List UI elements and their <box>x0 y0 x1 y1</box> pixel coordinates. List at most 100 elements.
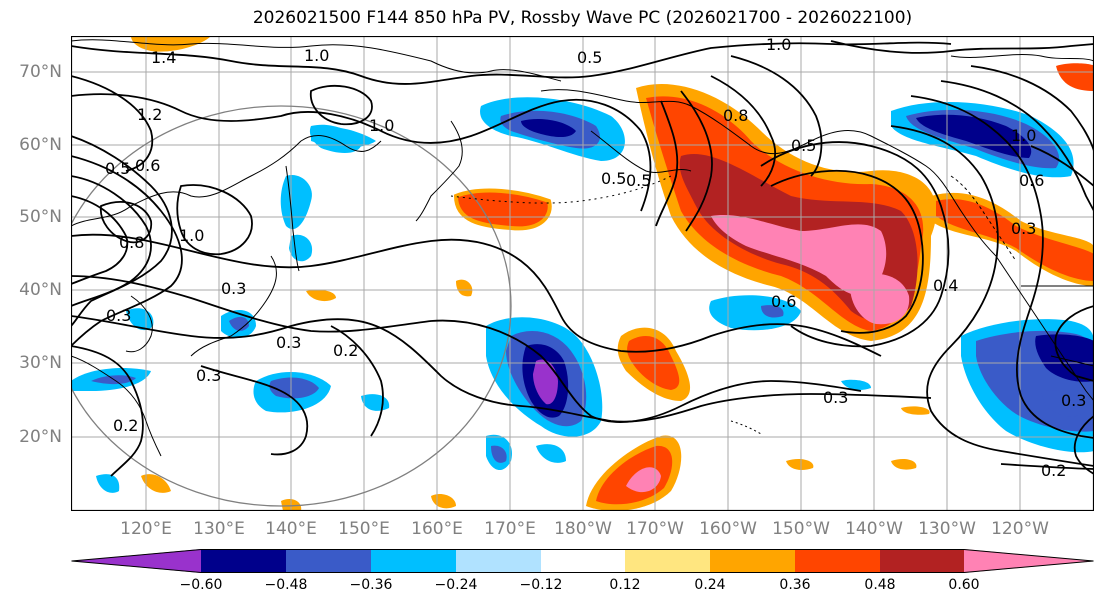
contour-13 <box>200 365 309 456</box>
negative-anomaly-mid-pacific-max <box>533 359 558 405</box>
positive-anomaly-bering-edge <box>453 188 552 231</box>
negative-anomaly-tropical-small <box>536 444 566 463</box>
lon-label-130w: 130°W <box>918 519 976 539</box>
range-circle <box>71 105 512 507</box>
lat-label-20n: 20°N <box>19 427 62 447</box>
coast-sakhalin <box>285 165 300 272</box>
contour-label: 0.5 <box>626 171 651 190</box>
contour-1 <box>71 41 952 85</box>
contour-12 <box>71 345 144 477</box>
contour-4 <box>71 155 183 347</box>
contour-29 <box>1000 463 1094 470</box>
contour-label: 0.5 <box>601 169 626 188</box>
contour-18 <box>730 55 823 177</box>
contour-31 <box>71 75 154 172</box>
lon-label-130e: 130°E <box>193 519 245 539</box>
contour-label: 1.2 <box>137 105 162 124</box>
positive-anomaly-small-e <box>891 458 917 470</box>
contour-6 <box>71 195 129 285</box>
positive-anomaly-east-pacific-max <box>850 273 910 325</box>
colorbar-swatch <box>710 549 795 573</box>
contour-label: 1.0 <box>766 36 791 54</box>
negative-anomaly-small-e <box>843 379 861 387</box>
contour-label: 0.3 <box>276 333 301 352</box>
contour-label: 0.2 <box>113 416 138 435</box>
coast-alaska <box>540 89 997 257</box>
coast-canada-north <box>950 54 1094 62</box>
contour-label: 0.5 <box>577 48 602 67</box>
pv-shading <box>71 36 1094 511</box>
contour-3 <box>71 135 173 327</box>
colorbar-swatch <box>371 549 456 573</box>
positive-anomaly-east-sea <box>306 289 336 302</box>
lon-label-170w: 170°W <box>626 519 684 539</box>
lat-label-30n: 30°N <box>19 353 62 373</box>
lon-label-150w: 150°W <box>772 519 830 539</box>
contour-25 <box>830 40 1094 54</box>
lon-label-120w: 120°W <box>991 519 1049 539</box>
contour-label: 0.5 <box>105 159 130 178</box>
contour-label: 0.4 <box>933 276 958 295</box>
coast-china <box>71 355 162 457</box>
positive-anomaly-tropical-max <box>626 467 661 493</box>
contour-19 <box>760 141 950 348</box>
contour-26 <box>1030 145 1094 187</box>
lon-label-180w: 180°W <box>554 519 612 539</box>
lon-label-160e: 160°E <box>411 519 463 539</box>
coast-bc-islands <box>950 175 1017 262</box>
colorbar-tick: −0.48 <box>264 577 308 593</box>
colorbar-tick: 0.60 <box>948 577 980 593</box>
colorbar-swatch <box>541 549 625 573</box>
contour-23 <box>940 80 1094 212</box>
coast-aleutians <box>450 175 672 204</box>
positive-anomaly-philippines <box>141 474 171 493</box>
contour-label: 1.4 <box>151 48 176 67</box>
lat-label-60n: 60°N <box>19 135 62 155</box>
map-frame <box>71 36 1094 511</box>
contour-labels: 1.0 1.4 1.0 1.2 1.0 0.5 0.6 1.0 0.8 0.3 … <box>105 36 1086 480</box>
negative-anomaly-japan-core <box>229 316 249 331</box>
coast-north-america <box>995 255 1094 402</box>
contour-22 <box>910 95 1094 439</box>
contour-label: 1.0 <box>304 46 329 65</box>
contour-30 <box>309 84 373 126</box>
lon-label-120e: 120°E <box>120 519 172 539</box>
coast-asia-north <box>71 39 562 82</box>
contour-24 <box>970 65 1094 152</box>
colorbar-swatch <box>456 549 541 573</box>
negative-anomaly-south-japan-core <box>269 377 319 399</box>
contour-21 <box>890 125 1094 467</box>
contour-label: 0.8 <box>723 106 748 125</box>
contour-label: 0.5 <box>791 136 816 155</box>
graticule <box>71 36 1094 511</box>
positive-anomaly-bering <box>456 190 550 229</box>
contour-label: 0.6 <box>1019 171 1044 190</box>
contour-label: 0.3 <box>1061 391 1086 410</box>
lat-label-40n: 40°N <box>19 280 62 300</box>
contour-15 <box>655 100 679 227</box>
negative-anomaly-far-east <box>96 474 120 493</box>
positive-anomaly-gulf-of-alaska-max <box>711 214 887 296</box>
negative-anomaly-east-of-date <box>709 295 801 331</box>
contour-11 <box>71 315 932 423</box>
colorbar-tick: −0.60 <box>179 577 223 593</box>
colorbar-tick: −0.12 <box>519 577 563 593</box>
lon-label-140w: 140°W <box>845 519 903 539</box>
lon-label-150e: 150°E <box>338 519 390 539</box>
contour-label: 0.8 <box>119 233 144 252</box>
lat-label-50n: 50°N <box>19 207 62 227</box>
contour-label: 0.2 <box>333 341 358 360</box>
contour-label: 0.3 <box>823 388 848 407</box>
contour-2 <box>71 93 652 212</box>
negative-anomaly-baja-tail <box>1041 390 1086 417</box>
colorbar-swatch <box>201 549 286 573</box>
colorbar <box>71 549 1094 573</box>
contour-28 <box>1073 415 1094 475</box>
negative-anomaly-kamchatka-max <box>521 119 576 138</box>
contour-8 <box>176 184 253 256</box>
lat-label-70n: 70°N <box>19 62 62 82</box>
chart-title: 2026021500 F144 850 hPa PV, Rossby Wave … <box>252 8 913 28</box>
contour-label: 1.0 <box>1011 126 1036 145</box>
contour-label: 0.3 <box>196 366 221 385</box>
positive-anomaly-arctic-ne <box>1056 63 1094 91</box>
